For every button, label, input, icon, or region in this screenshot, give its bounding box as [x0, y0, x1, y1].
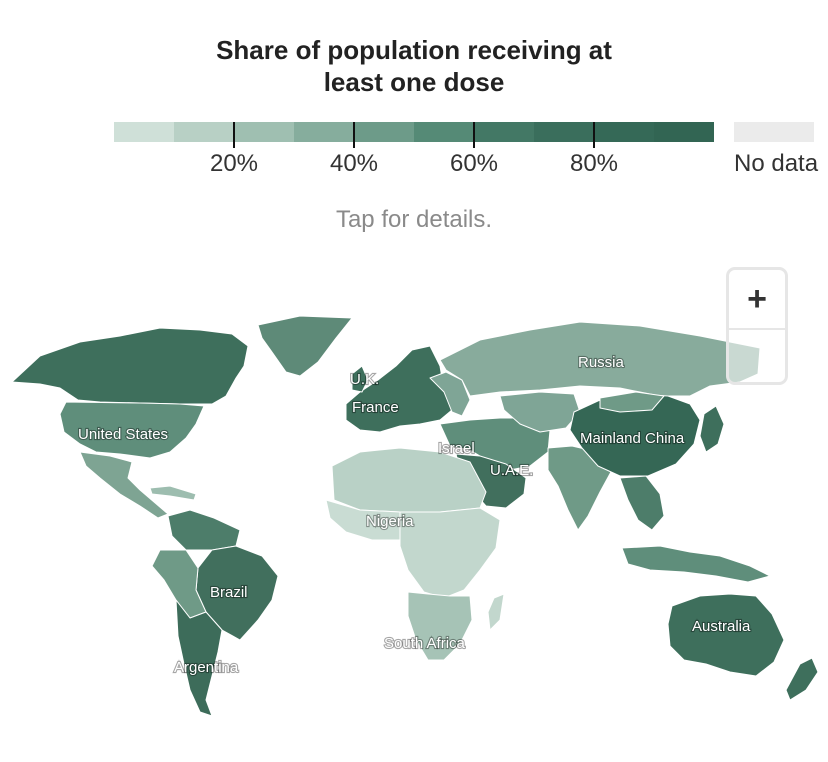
plus-icon: +	[747, 279, 767, 318]
region-russia[interactable]	[439, 321, 761, 397]
zoom-divider	[729, 328, 785, 330]
region-mongolia[interactable]	[599, 391, 665, 413]
region-madagascar[interactable]	[487, 593, 505, 631]
region-northern-south-america[interactable]	[167, 509, 241, 551]
map-title-line-2: least one dose	[323, 67, 505, 97]
label-australia: Australia	[692, 618, 751, 635]
label-south-africa: South Africa	[384, 635, 466, 652]
label-israel: Israel	[438, 440, 475, 457]
label-nigeria: Nigeria	[366, 513, 414, 530]
legend-tick-label-80: 80%	[569, 150, 619, 177]
region-eastern-europe[interactable]	[429, 371, 471, 417]
legend-tick-label-40: 40%	[329, 150, 379, 177]
color-scale-legend	[114, 122, 714, 142]
tap-hint: Tap for details.	[335, 206, 493, 233]
legend-tick-label-60: 60%	[449, 150, 499, 177]
legend-color-step-4	[294, 122, 354, 142]
legend-color-step-7	[474, 122, 534, 142]
map-title-line-1: Share of population receiving at	[216, 35, 612, 65]
region-central-africa[interactable]	[399, 507, 501, 599]
zoom-out-button[interactable]	[729, 330, 785, 382]
no-data-swatch	[734, 122, 814, 142]
world-map[interactable]: United States Russia U.K. France Israel …	[0, 300, 828, 740]
label-uae: U.A.E.	[490, 462, 533, 479]
region-australia[interactable]	[667, 593, 785, 677]
legend-color-step-6	[414, 122, 474, 142]
label-china: Mainland China	[580, 430, 685, 447]
region-mexico[interactable]	[79, 451, 169, 519]
region-japan-korea[interactable]	[699, 405, 725, 453]
region-new-zealand[interactable]	[785, 657, 819, 701]
legend-color-step-9	[594, 122, 654, 142]
legend-tick-80	[593, 122, 595, 148]
legend-color-step-10	[654, 122, 714, 142]
legend-tick-label-20: 20%	[209, 150, 259, 177]
region-indonesia[interactable]	[621, 545, 771, 583]
region-uk[interactable]	[351, 365, 369, 393]
label-brazil: Brazil	[210, 584, 248, 601]
legend-color-step-8	[534, 122, 594, 142]
label-russia: Russia	[578, 354, 625, 371]
label-uk: U.K.	[350, 371, 379, 388]
zoom-in-button[interactable]: +	[729, 270, 785, 328]
label-france: France	[352, 399, 399, 416]
region-middle-east[interactable]	[439, 417, 551, 471]
label-argentina: Argentina	[174, 659, 239, 676]
region-caribbean[interactable]	[149, 485, 197, 501]
label-united-states: United States	[78, 426, 168, 443]
region-greenland[interactable]	[257, 315, 353, 377]
region-argentina[interactable]	[175, 599, 223, 717]
region-central-asia[interactable]	[499, 391, 581, 433]
legend-tick-40	[353, 122, 355, 148]
zoom-control: +	[726, 267, 788, 385]
no-data-label: No data	[734, 150, 819, 177]
legend-tick-20	[233, 122, 235, 148]
legend-color-step-1	[114, 122, 174, 142]
region-southeast-asia[interactable]	[619, 475, 665, 531]
region-united-states[interactable]	[59, 401, 205, 459]
legend-tick-60	[473, 122, 475, 148]
region-southern-africa[interactable]	[407, 591, 473, 661]
legend-color-step-2	[174, 122, 234, 142]
region-canada[interactable]	[11, 327, 249, 405]
map-title: Share of population receiving at least o…	[0, 34, 828, 98]
legend-color-step-3	[234, 122, 294, 142]
legend-color-step-5	[354, 122, 414, 142]
